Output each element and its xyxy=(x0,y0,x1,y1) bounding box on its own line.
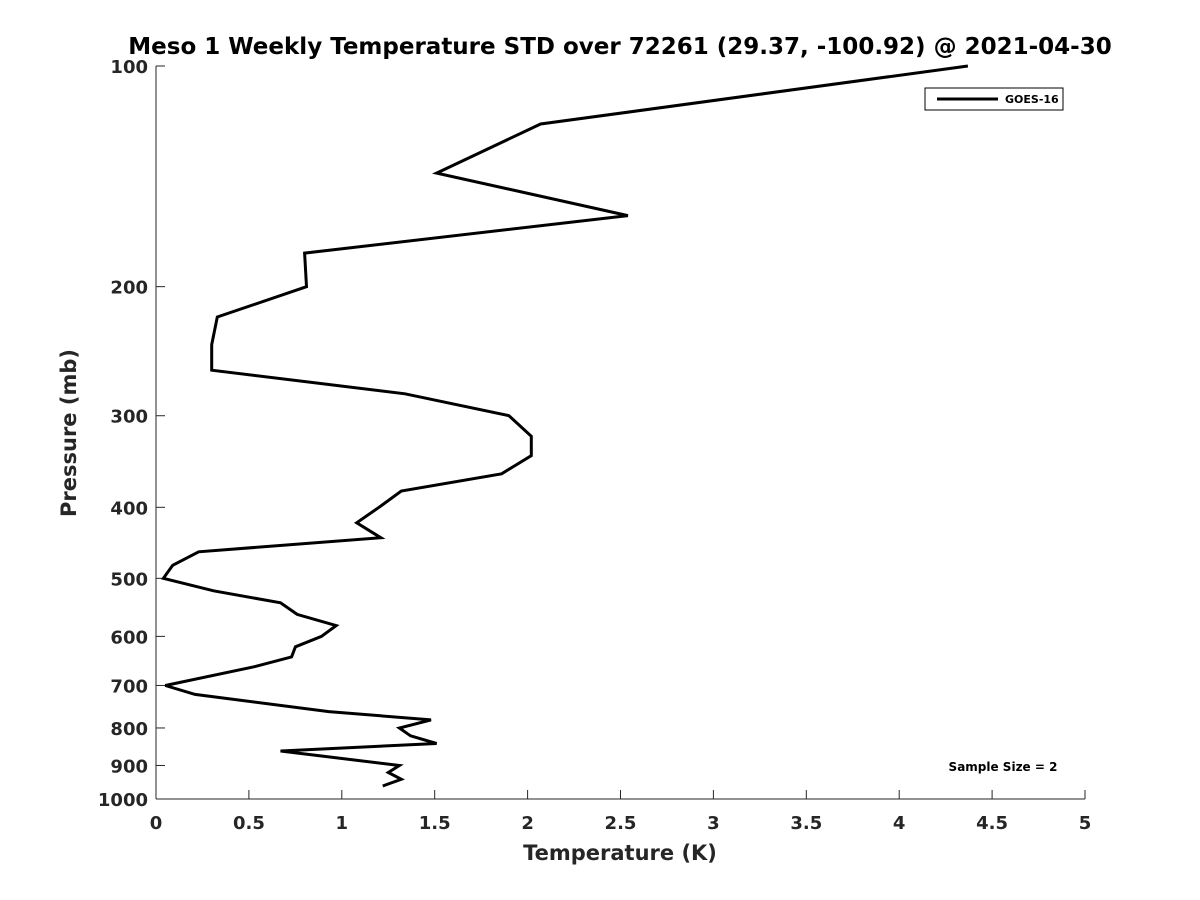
x-tick-label: 1 xyxy=(336,813,349,834)
plot-area xyxy=(160,64,969,788)
y-tick-label: 1000 xyxy=(98,790,148,811)
x-tick-label: 4 xyxy=(893,813,906,834)
y-axis-label: Pressure (mb) xyxy=(57,349,81,517)
chart-title: Meso 1 Weekly Temperature STD over 72261… xyxy=(128,34,1111,60)
sample-size-annotation: Sample Size = 2 xyxy=(949,760,1058,774)
x-tick-label: 2 xyxy=(521,813,534,834)
x-tick-label: 0.5 xyxy=(233,813,265,834)
y-tick-label: 900 xyxy=(110,756,148,777)
x-tick-label: 0 xyxy=(150,813,163,834)
y-tick-label: 500 xyxy=(110,569,148,590)
y-tick-label: 400 xyxy=(110,498,148,519)
x-tick-label: 4.5 xyxy=(976,813,1008,834)
x-axis-label: Temperature (K) xyxy=(523,841,717,865)
x-tick-label: 1.5 xyxy=(419,813,451,834)
ticks: 0 0.5 1 1.5 2 2.5 3 3.5 4 4.5 5 100 200 300 400 500 600 7… xyxy=(98,57,1091,834)
x-tick-label: 2.5 xyxy=(605,813,637,834)
x-tick-label: 5 xyxy=(1079,813,1092,834)
legend: GOES-16 xyxy=(924,87,1064,111)
series-line-goes-16 xyxy=(160,64,969,788)
y-tick-label: 800 xyxy=(110,719,148,740)
y-tick-label: 200 xyxy=(110,278,148,299)
y-tick-label: 300 xyxy=(110,407,148,428)
y-tick-label: 700 xyxy=(110,676,148,697)
legend-label-goes-16: GOES-16 xyxy=(1005,93,1059,106)
y-tick-label: 100 xyxy=(110,57,148,78)
x-tick-label: 3.5 xyxy=(790,813,822,834)
x-tick-label: 3 xyxy=(707,813,720,834)
axes xyxy=(155,66,1085,800)
y-tick-label: 600 xyxy=(110,627,148,648)
